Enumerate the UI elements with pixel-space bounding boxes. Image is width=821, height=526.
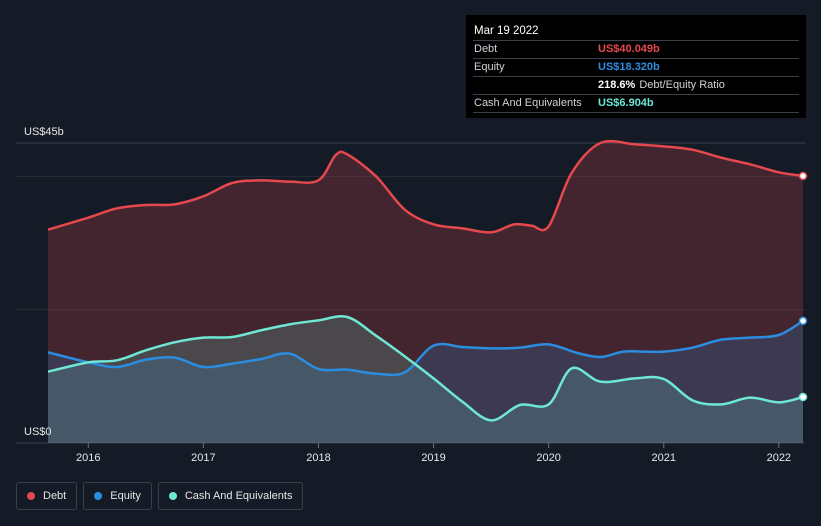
x-axis: 2016 2017 2018 2019 2020 2021 2022 [76,443,791,464]
legend-label-equity: Equity [110,490,141,502]
chart-legend: Debt Equity Cash And Equivalents [16,482,304,510]
end-marker-equity [798,316,808,326]
line-equity [47,319,804,377]
area-equity [48,320,803,443]
x-tick-label: 2017 [191,452,215,464]
legend-item-equity[interactable]: Equity [83,482,152,510]
tooltip-row-ratio: 218.6% Debt/Equity Ratio [473,76,799,94]
legend-dot-cash [168,492,177,500]
tooltip-cash-value: US$6.904b [598,97,654,109]
tooltip-debt-label: Debt [474,43,498,55]
area-cash [48,316,803,443]
y-axis: US$45b US$0 [24,126,64,438]
tooltip-debt-value: US$40.049b [598,43,660,55]
data-tooltip: Mar 19 2022 Debt US$40.049b Equity US$18… [466,15,806,118]
gridlines [16,142,805,444]
tooltip-ratio-value: 218.6% [598,79,636,91]
x-tick-label: 2021 [651,452,675,464]
legend-label-debt: Debt [43,490,67,502]
tooltip-cash-label: Cash And Equivalents [474,97,582,109]
y-tick-label: US$0 [24,426,52,438]
series-lines [47,139,804,422]
legend-item-cash[interactable]: Cash And Equivalents [157,482,304,510]
series-areas [48,141,803,443]
tooltip-row-debt: Debt US$40.049b [473,40,799,58]
legend-dot-equity [94,492,103,500]
legend-item-debt[interactable]: Debt [16,482,78,510]
tooltip-equity-value: US$18.320b [598,61,660,73]
legend-dot-debt [27,492,35,500]
x-tick-label: 2020 [536,452,560,464]
x-tick-label: 2016 [76,452,100,464]
tooltip-date: Mar 19 2022 [474,25,539,37]
y-tick-label: US$45b [24,126,64,138]
line-debt [47,139,804,234]
end-marker-debt [798,171,808,181]
series-end-markers [798,171,808,402]
legend-label-cash: Cash And Equivalents [184,490,293,502]
x-tick-label: 2018 [306,452,330,464]
line-cash [47,315,804,422]
end-marker-cash [798,392,808,402]
tooltip-row-equity: Equity US$18.320b [473,58,799,76]
x-tick-label: 2019 [421,452,445,464]
area-debt [48,141,803,443]
tooltip-equity-label: Equity [474,61,505,73]
tooltip-ratio-label: Debt/Equity Ratio [639,79,725,91]
tooltip-row-cash: Cash And Equivalents US$6.904b [473,94,799,113]
x-tick-label: 2022 [767,452,791,464]
